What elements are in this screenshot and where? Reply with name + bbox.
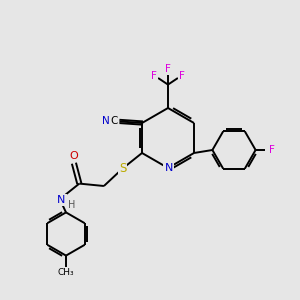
Text: CH₃: CH₃	[58, 268, 74, 277]
Text: N: N	[101, 116, 109, 126]
Text: N: N	[57, 195, 65, 205]
Text: F: F	[179, 71, 185, 81]
Text: H: H	[68, 200, 75, 210]
Text: F: F	[269, 145, 275, 155]
Text: C: C	[110, 116, 118, 126]
Text: F: F	[151, 71, 157, 81]
Text: F: F	[165, 64, 171, 74]
Text: N: N	[164, 163, 173, 173]
Text: O: O	[70, 151, 78, 161]
Text: S: S	[119, 162, 126, 175]
